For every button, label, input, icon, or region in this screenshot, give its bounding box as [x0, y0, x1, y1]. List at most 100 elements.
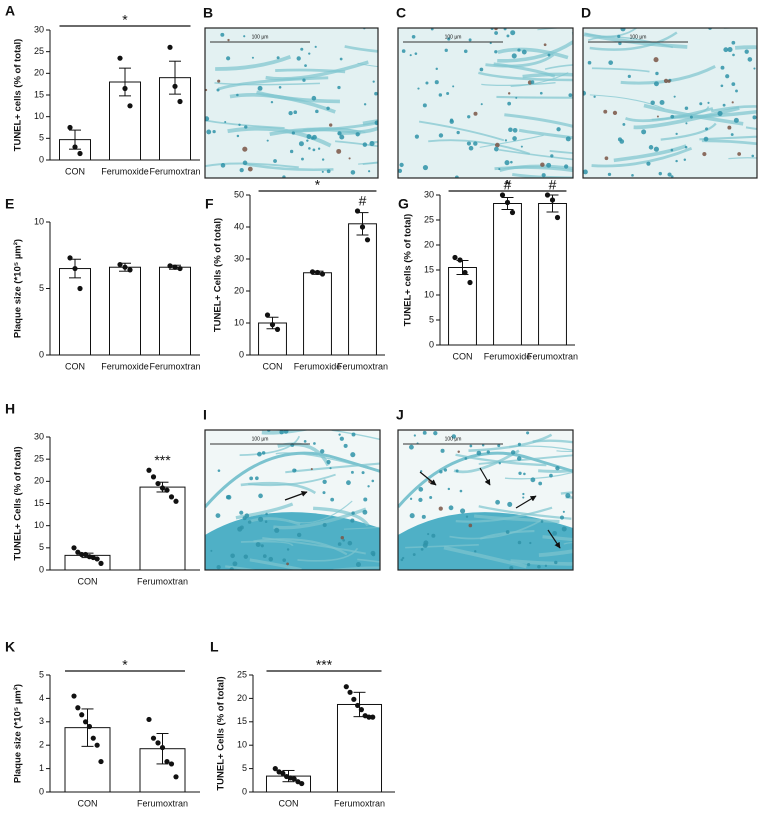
- cell: [244, 125, 248, 129]
- cell: [717, 110, 723, 116]
- scale-bar-label: 100 µm: [252, 34, 269, 40]
- tissue-bg: [583, 28, 757, 178]
- cell: [286, 548, 290, 551]
- fiber: [240, 481, 317, 495]
- data-point: [291, 776, 297, 782]
- cell: [409, 54, 412, 57]
- arrow: [547, 529, 561, 549]
- cell: [541, 173, 546, 178]
- fiber: [589, 94, 665, 110]
- cell: [655, 71, 659, 76]
- cell: [723, 47, 729, 53]
- cell: [224, 120, 227, 124]
- cell: [427, 532, 430, 536]
- fiber: [504, 471, 573, 480]
- fiber: [331, 430, 380, 441]
- fiber: [344, 45, 378, 53]
- cell: [255, 542, 261, 547]
- cell: [517, 48, 521, 52]
- cell: [565, 492, 571, 499]
- y-tick-label: 4: [39, 693, 44, 703]
- cell: [512, 127, 518, 133]
- panel-letter: A: [5, 3, 15, 19]
- micrograph-content: [205, 430, 380, 570]
- micrograph-content: [583, 28, 757, 178]
- fiber: [497, 47, 569, 60]
- data-point: [309, 269, 316, 275]
- cell: [363, 103, 367, 106]
- cell: [653, 146, 659, 152]
- micrograph: 100 µm: [204, 27, 379, 179]
- bar: [493, 203, 522, 346]
- cell: [583, 90, 587, 96]
- fiber: [633, 106, 740, 130]
- cell: [279, 430, 284, 435]
- panel-letter: G: [398, 196, 409, 212]
- cell: [220, 163, 226, 168]
- cell: [315, 109, 319, 114]
- fiber: [262, 536, 366, 555]
- x-tick-label: CON: [279, 798, 299, 808]
- cell: [685, 122, 688, 125]
- cell: [283, 430, 289, 434]
- cell: [593, 95, 596, 98]
- cell: [229, 567, 234, 570]
- cell: [720, 65, 725, 70]
- y-tick-label: 0: [429, 339, 434, 349]
- micrograph: 100 µm: [582, 27, 758, 179]
- cell: [468, 523, 473, 528]
- cell: [251, 56, 254, 59]
- x-tick-label: Ferumoxtran: [149, 361, 200, 371]
- cell: [438, 506, 443, 511]
- fiber: [510, 72, 569, 87]
- cell: [347, 540, 353, 546]
- cell: [217, 469, 221, 472]
- cell: [321, 158, 325, 161]
- y-tick-label: 15: [424, 264, 434, 274]
- cell: [239, 510, 244, 515]
- cell: [530, 80, 535, 84]
- cell: [699, 102, 703, 106]
- cell: [617, 34, 621, 38]
- fiber: [338, 126, 378, 135]
- fiber: [479, 134, 544, 148]
- data-point: [150, 735, 157, 741]
- cell: [326, 106, 330, 111]
- data-point: [79, 712, 85, 718]
- cell: [494, 50, 498, 54]
- x-tick-label: Ferumoxtran: [334, 798, 385, 808]
- cell: [549, 473, 553, 478]
- cell: [473, 141, 478, 146]
- cell: [707, 101, 710, 104]
- cell: [312, 148, 316, 152]
- cell: [417, 87, 420, 90]
- x-tick-label: CON: [453, 351, 473, 361]
- fiber: [277, 442, 330, 467]
- fiber: [538, 549, 573, 558]
- data-point: [351, 696, 357, 702]
- cell: [547, 53, 551, 57]
- arrow: [515, 495, 537, 509]
- cell: [210, 549, 213, 552]
- cap-outline: [398, 451, 573, 508]
- fiber: [235, 502, 294, 520]
- cell: [257, 85, 263, 91]
- cell: [238, 123, 241, 126]
- data-point: [509, 209, 516, 216]
- x-tick-label: Ferumoxide: [101, 361, 149, 371]
- x-tick-label: CON: [65, 166, 85, 176]
- data-point: [77, 150, 83, 157]
- cell: [343, 443, 348, 448]
- cell: [511, 53, 517, 59]
- fiber: [239, 435, 301, 456]
- cell: [425, 81, 429, 85]
- cell: [247, 520, 252, 524]
- cell: [727, 125, 732, 130]
- significance-label: ***: [154, 452, 171, 468]
- cell: [217, 79, 221, 83]
- cell: [306, 139, 309, 142]
- cell: [255, 476, 259, 481]
- panel-letter: F: [205, 196, 214, 212]
- cell: [374, 91, 378, 96]
- cell: [457, 450, 460, 453]
